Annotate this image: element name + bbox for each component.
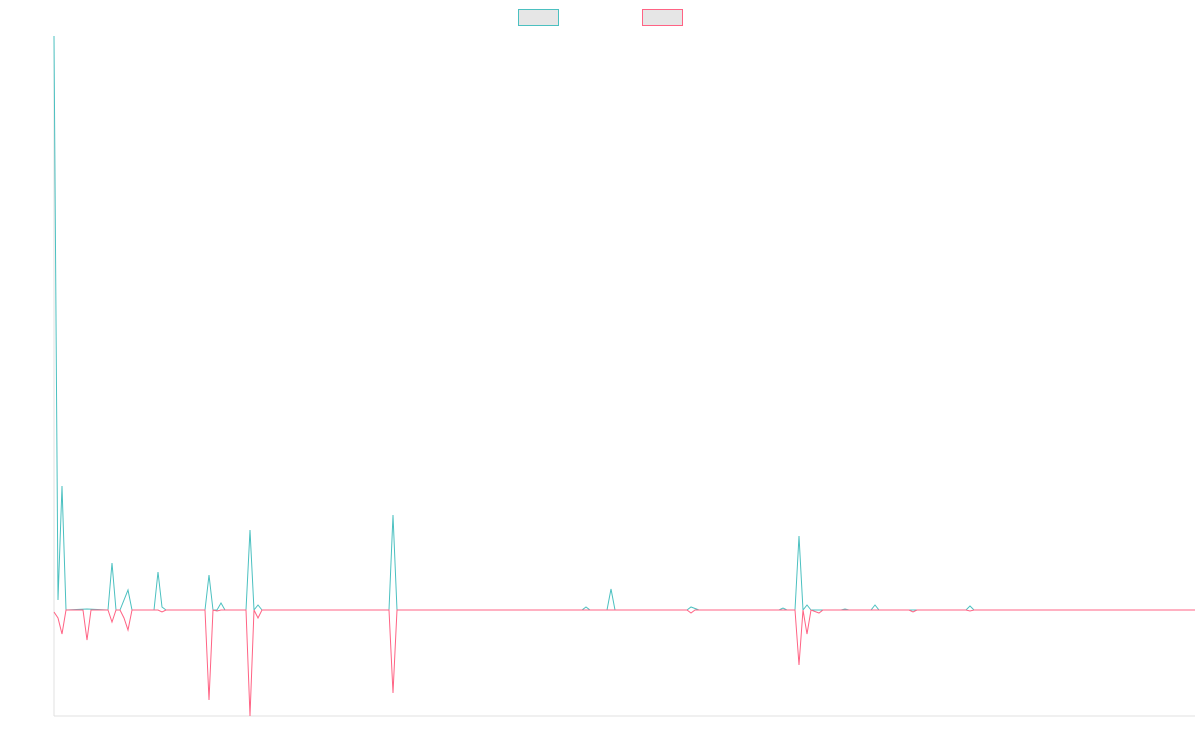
legend-swatch[interactable] [518,9,559,26]
series-line [53,609,1195,717]
legend-swatch[interactable] [642,9,683,26]
series-line [53,35,1195,612]
